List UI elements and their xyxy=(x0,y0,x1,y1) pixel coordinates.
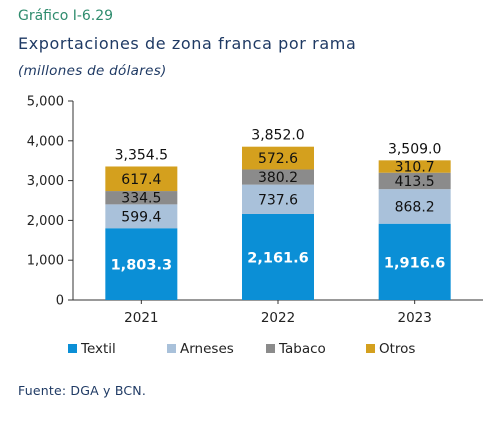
y-tick-label: 1,000 xyxy=(27,254,64,269)
bar-segment-arneses xyxy=(378,189,451,224)
data-label-tabaco: 380.2 xyxy=(258,170,298,186)
y-tick-label: 2,000 xyxy=(27,214,64,229)
data-label-arneses: 868.2 xyxy=(395,199,435,215)
data-label-textil: 1,916.6 xyxy=(384,255,445,271)
chart-title: Exportaciones de zona franca por rama xyxy=(18,34,357,53)
data-label-tabaco: 413.5 xyxy=(395,174,435,190)
stacked-bar-chart: 0 1,000 2,000 3,000 4,000 5,000 1,803.3 599.4 33… xyxy=(27,95,483,357)
data-label-otros: 310.7 xyxy=(395,160,435,176)
figure-label: Gráfico I-6.29 xyxy=(18,8,114,24)
bar-segment-tabaco xyxy=(105,191,178,205)
chart-units: (millones de dólares) xyxy=(18,63,167,79)
bar-segment-arneses xyxy=(242,184,314,214)
legend-swatch-arneses xyxy=(167,344,176,353)
bar-segment-tabaco xyxy=(378,172,451,190)
bar-segment-arneses xyxy=(105,204,178,229)
bar-segment-textil xyxy=(105,228,178,300)
data-label-textil: 1,803.3 xyxy=(111,258,172,274)
bar-segment-otros xyxy=(242,146,314,170)
y-tick-label: 3,000 xyxy=(27,174,64,189)
y-tick-label: 5,000 xyxy=(27,95,64,110)
bar-segment-tabaco xyxy=(242,169,314,185)
total-label: 3,852.0 xyxy=(251,128,304,144)
data-label-tabaco: 334.5 xyxy=(121,191,161,207)
data-label-arneses: 737.6 xyxy=(258,192,298,208)
data-label-arneses: 599.4 xyxy=(121,209,161,225)
data-label-otros: 572.6 xyxy=(258,151,298,167)
x-tick-label: 2023 xyxy=(397,310,431,326)
legend-label-textil: Textil xyxy=(80,341,116,357)
total-label: 3,509.0 xyxy=(388,141,441,157)
legend-label-arneses: Arneses xyxy=(180,341,234,357)
bar-segment-textil xyxy=(242,213,314,300)
legend-swatch-otros xyxy=(366,344,375,353)
y-tick-label: 4,000 xyxy=(27,134,64,149)
legend-label-otros: Otros xyxy=(379,341,415,357)
x-tick-label: 2022 xyxy=(261,310,295,326)
legend-swatch-textil xyxy=(68,344,77,353)
source-note: Fuente: DGA y BCN. xyxy=(18,383,147,398)
legend-swatch-tabaco xyxy=(266,344,275,353)
bar-segment-otros xyxy=(378,160,451,173)
data-label-otros: 617.4 xyxy=(121,172,161,188)
total-label: 3,354.5 xyxy=(115,147,168,163)
legend-label-tabaco: Tabaco xyxy=(278,341,326,357)
bar-segment-textil xyxy=(378,223,451,300)
bar-segment-otros xyxy=(105,166,178,192)
x-tick-label: 2021 xyxy=(124,310,158,326)
data-label-textil: 2,161.6 xyxy=(247,250,308,266)
y-tick-label: 0 xyxy=(56,294,64,309)
